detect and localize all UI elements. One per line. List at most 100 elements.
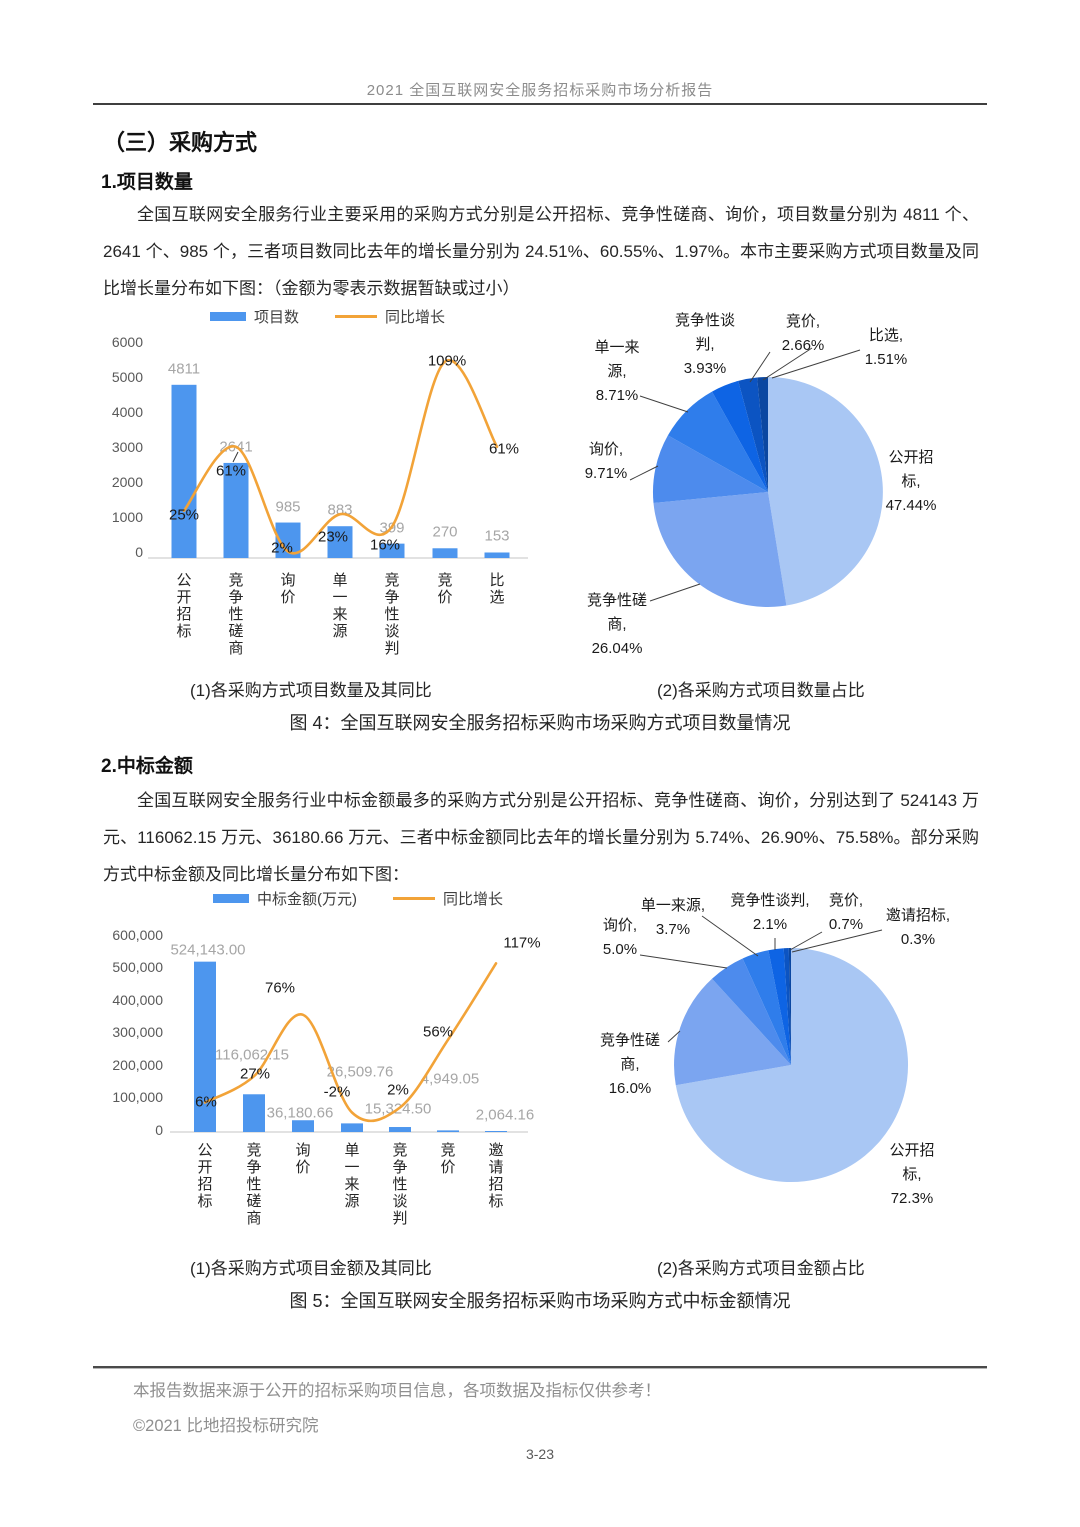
y-tick-label: 500,000	[112, 959, 163, 975]
fig4-caption-left: (1)各采购方式项目数量及其同比	[190, 681, 432, 700]
line-percent-label: 76%	[265, 980, 295, 997]
x-category-label: 单一来源	[332, 572, 347, 640]
pie-slice-邀请招标	[788, 947, 791, 1065]
y-tick-label: 6000	[112, 334, 143, 350]
pie-slice-询价	[712, 958, 791, 1065]
page-number: 3-23	[525, 1446, 555, 1462]
x-category-label: 竞争性磋商	[246, 1141, 261, 1227]
bar-单一来源	[327, 526, 353, 558]
pie-label-leader-line	[791, 929, 883, 953]
pie-label-leader-line	[667, 1030, 681, 1043]
fig5-pie-chart: 询价, 5.0%单一来源, 3.7% 竞争性谈判, 2.1% 竞价, 0.7% 邀请招标, 0.…	[600, 891, 950, 1207]
growth-line	[203, 962, 498, 1123]
y-tick-label: 3000	[112, 439, 143, 455]
legend-line-swatch	[335, 315, 378, 318]
pie-slice-单一来源	[742, 950, 791, 1065]
bar-竞争性谈判	[379, 543, 405, 558]
legend-bar-swatch	[210, 312, 246, 321]
legend-line-swatch	[393, 897, 435, 900]
y-tick-label: 1000	[112, 509, 143, 525]
pie-slice-竞争性谈判	[712, 380, 768, 492]
pie-label-单一来源: 单一来源, 8.71%	[594, 339, 639, 404]
fig5-caption-right: (2)各采购方式项目金额占比	[657, 1259, 865, 1278]
pie-label-竞争性磋商: 竞争性磋商, 26.04%	[587, 591, 647, 657]
x-category-label: 竞争性谈判	[392, 1141, 407, 1227]
footer-rule	[93, 1366, 987, 1369]
bar-value-label: 116,062.15	[215, 1047, 289, 1064]
footer-note: 本报告数据来源于公开的招标采购项目信息，各项数据及指标仅供参考！	[133, 1382, 661, 1400]
fig5-legend: 中标金额(万元) 同比增长	[213, 888, 503, 909]
pie-label-邀请招标: 邀请招标, 0.3%	[886, 907, 950, 948]
pie-slice-竞价	[783, 948, 791, 1065]
bar-value-label: 36,180.66	[267, 1105, 334, 1122]
sub2-paragraph: 全国互联网安全服务行业中标金额最多的采购方式分别是公开招标、竞争性磋商、询价，分…	[103, 791, 979, 884]
fig5-bar-chart: 0 100,000 200,000 300,000 400,000 500,000 600,…	[112, 927, 540, 1227]
pie-label-leader-line	[789, 931, 823, 951]
pie-slice-询价	[652, 435, 768, 503]
y-tick-label: 200,000	[112, 1057, 163, 1073]
line-percent-label: 16%	[370, 537, 400, 554]
pie-label-竞价: 竞价, 2.66%	[782, 312, 825, 354]
bar-value-label: 4,949.05	[421, 1071, 479, 1088]
legend-line-label: 同比增长	[443, 891, 504, 908]
pie-slice-竞价	[738, 377, 768, 492]
bar-竞争性磋商	[243, 1094, 265, 1132]
line-percent-label: -2%	[324, 1084, 351, 1101]
bar-value-label: 985	[275, 499, 300, 516]
page-header-title: 2021 全国互联网安全服务招标采购市场分析报告	[366, 82, 714, 99]
bar-value-label: 524,143.00	[170, 942, 245, 959]
bar-竞价	[432, 548, 458, 558]
pie-label-比选: 比选, 1.51%	[865, 327, 908, 368]
bar-value-label: 153	[484, 528, 509, 545]
line-percent-label: 61%	[216, 463, 246, 480]
pie-label-leader-line	[701, 915, 759, 957]
pie-slice-公开招标	[675, 948, 909, 1182]
line-percent-label: 23%	[318, 529, 348, 546]
y-tick-label: 300,000	[112, 1024, 163, 1040]
fig4-pie-chart: 单一来源, 8.71% 竞争性谈判, 3.93% 竞价, 2.66% 比选, 1.51% 询价,…	[585, 311, 937, 657]
bar-value-label: 270	[432, 524, 457, 541]
line-percent-label: 6%	[195, 1094, 217, 1111]
y-tick-label: 600,000	[112, 927, 163, 943]
x-category-label: 询价	[295, 1142, 310, 1176]
line-percent-label: 2%	[387, 1082, 409, 1099]
sub1-heading: 1.项目数量	[101, 172, 193, 193]
y-tick-label: 4000	[112, 404, 143, 420]
pie-label-leader-line	[749, 351, 771, 383]
pie-label-竞价: 竞价, 0.7%	[829, 891, 863, 933]
bar-询价	[292, 1120, 314, 1132]
legend-bar-label: 项目数	[254, 309, 300, 326]
section-title: （三）采购方式	[103, 130, 258, 155]
fig4-legend: 项目数 同比增长	[210, 306, 445, 327]
x-category-label: 公开招标	[176, 572, 191, 640]
bar-value-label: 2,064.16	[476, 1107, 534, 1124]
bar-value-label: 26,509.76	[327, 1064, 394, 1081]
x-category-label: 竞争性磋商	[228, 571, 243, 657]
fig4-caption-right: (2)各采购方式项目数量占比	[657, 681, 865, 700]
pie-slice-单一来源	[667, 391, 768, 492]
pie-label-竞争性磋商: 竞争性磋商, 16.0%	[600, 1031, 660, 1097]
growth-line	[182, 358, 499, 555]
bar-单一来源	[341, 1123, 363, 1132]
pie-label-询价: 询价, 9.71%	[585, 441, 628, 482]
line-percent-label: 109%	[428, 353, 466, 370]
pie-slice-竞争性磋商	[653, 492, 787, 607]
bar-公开招标	[171, 384, 197, 558]
bar-value-label: 4811	[168, 361, 200, 378]
pie-label-leader-line	[629, 465, 659, 481]
bar-竞价	[437, 1130, 459, 1132]
pie-label-询价: 询价, 5.0%	[603, 917, 637, 958]
x-category-label: 竞价	[440, 1141, 455, 1176]
line-percent-label: 56%	[423, 1024, 453, 1041]
legend-bar-swatch	[213, 894, 249, 903]
bar-公开招标	[194, 961, 216, 1132]
line-percent-label: 2%	[271, 540, 293, 557]
x-category-label: 竞价	[437, 571, 452, 606]
pie-label-leader-line	[639, 954, 728, 969]
x-category-label: 单一来源	[344, 1142, 359, 1210]
pie-label-竞争性谈判: 竞争性谈判, 2.1%	[730, 891, 809, 933]
label-leader-line	[232, 451, 239, 463]
y-tick-label: 0	[155, 1122, 163, 1138]
pie-slice-竞争性谈判	[768, 948, 791, 1065]
bar-比选	[484, 552, 510, 558]
